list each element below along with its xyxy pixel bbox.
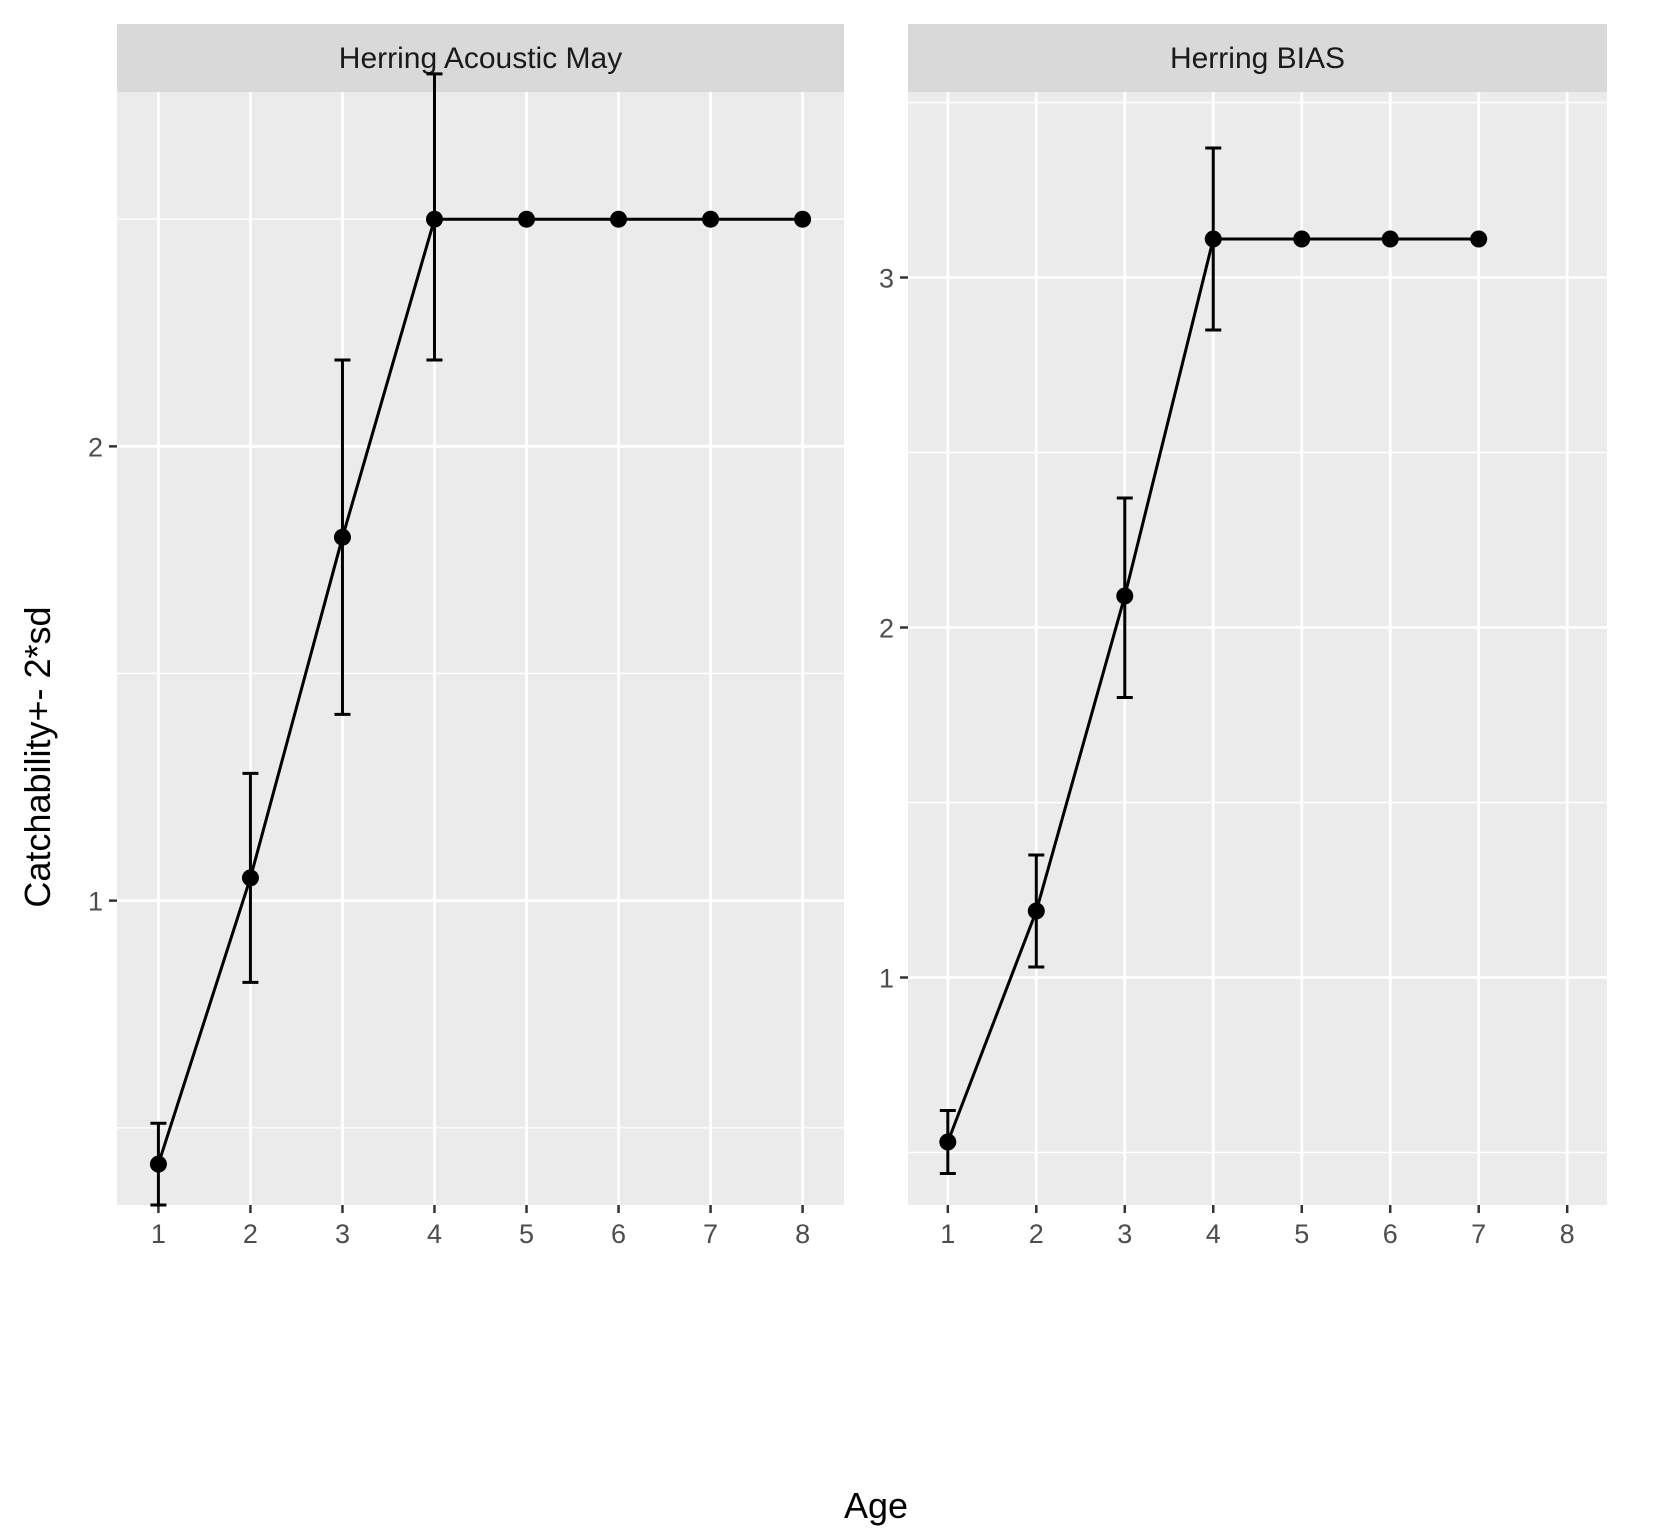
- y-tick-label: 2: [879, 614, 894, 644]
- plot-background: [117, 92, 844, 1205]
- data-point: [1381, 230, 1399, 248]
- panel-herring-acoustic-may: Herring Acoustic May 1 2 1 2 3 4 5 6 7 8: [88, 24, 844, 1249]
- x-tick-label: 8: [1560, 1219, 1575, 1249]
- x-tick-label: 4: [427, 1219, 442, 1249]
- plot-background: [908, 92, 1607, 1205]
- x-tick-label: 3: [1117, 1219, 1132, 1249]
- data-point: [518, 210, 536, 228]
- x-tick-label: 7: [703, 1219, 718, 1249]
- x-tick-label: 2: [243, 1219, 258, 1249]
- x-tick-label: 2: [1029, 1219, 1044, 1249]
- x-tick-label: 6: [611, 1219, 626, 1249]
- data-point: [1204, 230, 1222, 248]
- y-axis-title: Catchability+- 2*sd: [17, 606, 58, 907]
- data-point: [1470, 230, 1488, 248]
- y-tick-label: 3: [879, 264, 894, 294]
- data-point: [1293, 230, 1311, 248]
- x-tick-label: 5: [519, 1219, 534, 1249]
- panel-herring-bias: Herring BIAS 1 2 3 1 2 3 4 5 6 7 8: [879, 24, 1607, 1249]
- x-tick-label: 3: [335, 1219, 350, 1249]
- facet-strip: [117, 24, 844, 92]
- x-tick-label: 4: [1206, 1219, 1221, 1249]
- facet-strip-label: Herring Acoustic May: [339, 42, 622, 75]
- y-tick-label: 1: [879, 964, 894, 994]
- data-point: [1116, 587, 1134, 605]
- y-tick-label: 2: [88, 432, 103, 462]
- data-point: [1027, 902, 1045, 920]
- data-point: [241, 869, 259, 887]
- x-tick-label: 5: [1294, 1219, 1309, 1249]
- facet-strip: [908, 24, 1607, 92]
- x-tick-label: 6: [1383, 1219, 1398, 1249]
- x-tick-label: 8: [795, 1219, 810, 1249]
- data-point: [939, 1133, 957, 1151]
- data-point: [702, 210, 720, 228]
- data-point: [333, 528, 351, 546]
- x-tick-label: 1: [940, 1219, 955, 1249]
- x-tick-label: 1: [151, 1219, 166, 1249]
- data-point: [425, 210, 443, 228]
- data-point: [610, 210, 628, 228]
- data-point: [149, 1155, 167, 1173]
- series-line: [156, 217, 803, 1165]
- facet-strip-label: Herring BIAS: [1170, 42, 1345, 75]
- x-axis-title: Age: [844, 1485, 908, 1526]
- x-tick-label: 7: [1471, 1219, 1486, 1249]
- y-tick-label: 1: [88, 887, 103, 917]
- data-point: [794, 210, 812, 228]
